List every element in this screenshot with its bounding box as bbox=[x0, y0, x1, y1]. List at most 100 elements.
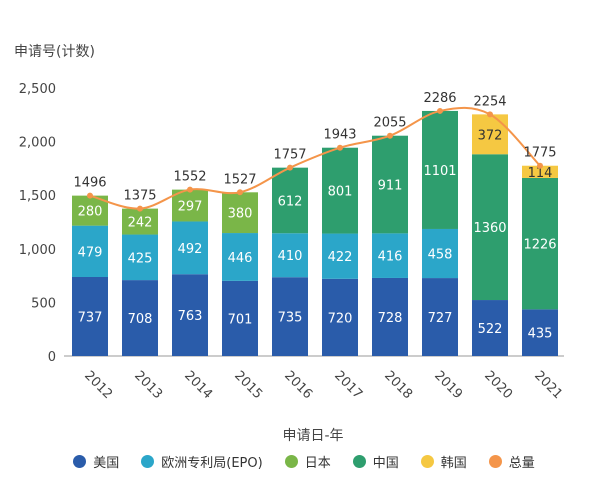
x-axis-title: 申请日-年 bbox=[282, 428, 343, 444]
total-point bbox=[237, 189, 243, 196]
bar-value-label: 522 bbox=[478, 322, 503, 337]
bar-value-label: 380 bbox=[228, 207, 253, 222]
bar-segment bbox=[122, 280, 158, 356]
y-axis-title: 申请号(计数) bbox=[14, 44, 95, 60]
bar-value-label: 410 bbox=[278, 249, 303, 264]
total-value-label: 1775 bbox=[523, 146, 556, 161]
total-value-label: 1527 bbox=[223, 172, 256, 187]
total-series-line bbox=[89, 106, 541, 210]
y-tick-label: 0 bbox=[48, 350, 56, 365]
bar-segment bbox=[422, 228, 458, 279]
bar-value-label: 446 bbox=[228, 251, 253, 266]
bar-segment bbox=[272, 233, 308, 278]
bar-segment bbox=[222, 192, 258, 234]
legend-marker-icon bbox=[284, 455, 298, 468]
bar-value-label: 435 bbox=[528, 327, 553, 342]
legend: 美国 欧洲专利局(EPO) 日本 中国 韩国 总量 bbox=[0, 452, 608, 471]
x-tick-label: 2013 bbox=[131, 368, 165, 402]
bar-segment bbox=[172, 221, 208, 275]
bar-segment bbox=[272, 167, 308, 234]
bar-segment bbox=[522, 309, 558, 356]
bar-segment bbox=[472, 300, 508, 356]
bar-segment bbox=[522, 165, 558, 178]
bar-value-label: 727 bbox=[428, 311, 453, 326]
bar-value-label: 1226 bbox=[523, 238, 556, 253]
bar-value-label: 114 bbox=[528, 166, 553, 181]
bar-segment bbox=[222, 280, 258, 356]
bar-segment bbox=[72, 276, 108, 356]
legend-label: 欧洲专利局(EPO) bbox=[161, 456, 263, 471]
bar-segment bbox=[172, 274, 208, 356]
bar-value-label: 425 bbox=[128, 251, 153, 266]
total-point bbox=[437, 107, 443, 114]
bar-value-label: 280 bbox=[78, 205, 103, 220]
bar-segment bbox=[122, 208, 158, 235]
legend-item[interactable]: 日本 bbox=[284, 452, 331, 471]
bar-segment bbox=[172, 189, 208, 222]
x-tick-label: 2020 bbox=[481, 368, 515, 402]
bar-segment bbox=[322, 233, 358, 279]
bar-value-label: 416 bbox=[378, 250, 403, 265]
x-tick-label: 2012 bbox=[81, 368, 115, 402]
legend-marker-icon bbox=[352, 455, 366, 468]
bar-value-label: 242 bbox=[128, 216, 153, 231]
bar-value-label: 911 bbox=[378, 179, 403, 194]
bar-value-label: 720 bbox=[328, 311, 353, 326]
legend-label: 美国 bbox=[93, 456, 120, 471]
bar-segment bbox=[322, 278, 358, 356]
bar-segment bbox=[372, 135, 408, 234]
bar-value-label: 1360 bbox=[473, 221, 506, 236]
total-point bbox=[187, 186, 193, 193]
y-tick-label: 2,500 bbox=[19, 82, 56, 97]
legend-marker-icon bbox=[488, 455, 502, 468]
bar-segment bbox=[122, 234, 158, 281]
y-tick-label: 500 bbox=[31, 296, 56, 311]
bar-segment bbox=[272, 277, 308, 356]
x-tick-label: 2014 bbox=[181, 368, 215, 402]
bar-value-label: 422 bbox=[328, 250, 353, 265]
bar-value-label: 737 bbox=[78, 310, 103, 325]
legend-item[interactable]: 美国 bbox=[73, 452, 119, 471]
legend-item[interactable]: 总量 bbox=[488, 452, 535, 471]
total-value-label: 1496 bbox=[73, 176, 106, 191]
bar-value-label: 1101 bbox=[423, 164, 456, 179]
bar-segment bbox=[472, 154, 508, 301]
x-tick-label: 2016 bbox=[281, 368, 315, 402]
total-point bbox=[287, 164, 293, 171]
y-tick-label: 2,000 bbox=[19, 136, 56, 151]
x-tick-label: 2015 bbox=[231, 368, 265, 402]
y-tick-label: 1,000 bbox=[19, 243, 56, 258]
x-tick-label: 2017 bbox=[331, 368, 365, 402]
total-line: 1496 1375 1552 1527 1757 1943 2055 2286 2254 1775 bbox=[73, 91, 557, 212]
stacked-bar-chart: 申请号(计数) 申请日-年 0 500 1,000 1,500 2,000 2,500 7… bbox=[14, 44, 565, 444]
total-point bbox=[337, 144, 343, 151]
bar-value-label: 458 bbox=[428, 248, 453, 263]
y-tick-label: 1,500 bbox=[19, 189, 56, 204]
bar-segment bbox=[422, 110, 458, 229]
bar-value-label: 708 bbox=[128, 312, 153, 327]
total-value-label: 1943 bbox=[323, 128, 356, 143]
total-point bbox=[387, 132, 393, 139]
total-point bbox=[537, 162, 543, 169]
bar-value-label: 479 bbox=[78, 245, 103, 260]
bar-segment bbox=[372, 233, 408, 278]
bar-value-label: 728 bbox=[378, 311, 403, 326]
total-value-label: 2286 bbox=[423, 91, 456, 106]
bar-value-label: 372 bbox=[478, 128, 503, 143]
legend-marker-icon bbox=[420, 455, 434, 468]
bar-value-label: 612 bbox=[278, 194, 303, 209]
legend-item[interactable]: 欧洲专利局(EPO) bbox=[141, 452, 263, 471]
bars: 737 479 280 708 425 242 763 492 297 701 446 380 735 4… bbox=[72, 110, 558, 356]
bar-segment bbox=[522, 177, 558, 310]
bar-value-label: 801 bbox=[328, 185, 353, 200]
legend-label: 韩国 bbox=[440, 456, 467, 471]
legend-item[interactable]: 中国 bbox=[352, 452, 399, 471]
x-axis: 2012 2013 2014 2015 2016 2017 2018 2019 2020 2021 bbox=[81, 368, 565, 402]
bar-segment bbox=[72, 225, 108, 277]
legend-item[interactable]: 韩国 bbox=[420, 452, 467, 471]
total-value-label: 1552 bbox=[173, 170, 206, 185]
bar-value-label: 492 bbox=[178, 242, 203, 257]
legend-marker-icon bbox=[73, 455, 87, 468]
total-point bbox=[487, 111, 493, 118]
bar-segment bbox=[422, 278, 458, 356]
